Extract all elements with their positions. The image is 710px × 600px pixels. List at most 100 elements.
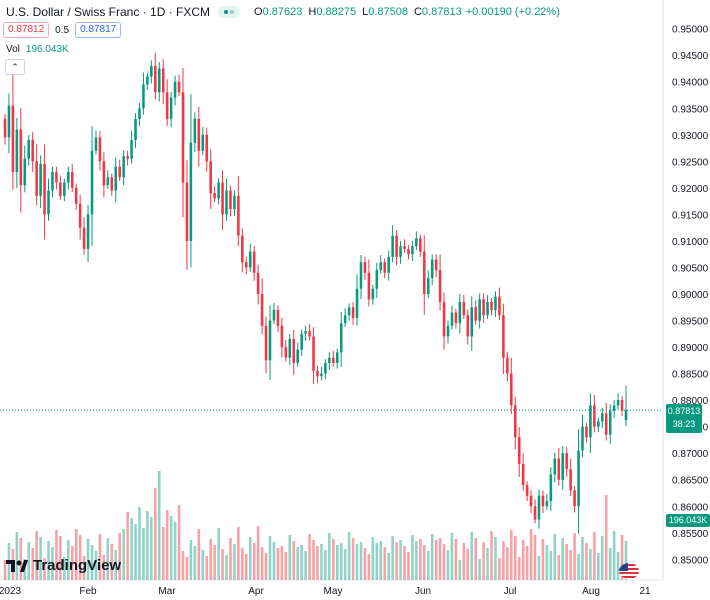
candle-body bbox=[304, 331, 307, 334]
candle-body bbox=[367, 272, 371, 300]
volume-bar bbox=[244, 554, 248, 580]
candle-body bbox=[506, 357, 509, 374]
candle-body bbox=[422, 251, 426, 294]
candle-body bbox=[383, 262, 387, 273]
volume-bar bbox=[339, 543, 343, 580]
volume-bar bbox=[157, 471, 161, 580]
volume-bar bbox=[134, 524, 137, 580]
eye-icon[interactable] bbox=[218, 6, 241, 18]
volume-bar bbox=[82, 556, 86, 580]
volume-bar bbox=[517, 557, 521, 580]
candle-body bbox=[229, 190, 232, 210]
candle-body bbox=[561, 453, 564, 480]
candle-body bbox=[296, 349, 299, 363]
candle-body bbox=[157, 68, 161, 93]
y-tick-label: 0.93000 bbox=[672, 131, 709, 142]
candle-body bbox=[403, 246, 406, 249]
candle-body bbox=[264, 325, 268, 361]
us-flag-icon[interactable] bbox=[619, 563, 639, 579]
volume-label[interactable]: Vol bbox=[6, 44, 20, 55]
low-value: 0.87508 bbox=[368, 6, 408, 18]
volume-bar bbox=[252, 543, 256, 580]
volume-bar bbox=[506, 547, 509, 580]
candle-body bbox=[482, 299, 485, 316]
volume-bar bbox=[241, 548, 244, 580]
y-tick-label: 0.85500 bbox=[672, 529, 709, 540]
volume-bar bbox=[419, 539, 422, 580]
candle-body bbox=[430, 259, 434, 279]
volume-bar bbox=[205, 556, 209, 580]
candle-body bbox=[292, 339, 296, 363]
candle-body bbox=[118, 166, 121, 178]
volume-bar bbox=[225, 555, 228, 580]
candle-body bbox=[624, 410, 628, 421]
candle-body bbox=[233, 195, 236, 210]
volume-bar bbox=[403, 546, 406, 580]
volume-bar bbox=[272, 542, 276, 580]
candle-body bbox=[525, 485, 529, 496]
candle-body bbox=[31, 140, 34, 162]
candle-body bbox=[577, 450, 580, 507]
candle-body bbox=[415, 238, 418, 247]
candle-body bbox=[498, 296, 501, 316]
candle-body bbox=[569, 469, 572, 491]
volume-bar bbox=[256, 526, 260, 580]
volume-bar bbox=[146, 511, 149, 580]
candle-body bbox=[82, 227, 86, 249]
volume-bar bbox=[454, 539, 458, 580]
y-tick-label: 0.85000 bbox=[672, 555, 709, 566]
candle-body bbox=[11, 105, 15, 172]
volume-bar bbox=[561, 538, 564, 580]
symbol-title[interactable]: U.S. Dollar / Swiss Franc · 1D · FXCM bbox=[6, 5, 211, 19]
volume-bar bbox=[51, 547, 54, 580]
volume-bar bbox=[35, 531, 38, 580]
y-tick-label: 0.88500 bbox=[672, 370, 709, 381]
candle-body bbox=[490, 301, 493, 310]
volume-bar bbox=[98, 534, 102, 580]
volume-bar bbox=[585, 543, 588, 580]
candle-body bbox=[51, 171, 54, 191]
volume-bar bbox=[624, 541, 628, 580]
sell-price-button[interactable]: 0.87812 bbox=[3, 22, 50, 38]
volume-bar bbox=[411, 535, 414, 580]
volume-bar bbox=[395, 542, 398, 580]
volume-bar bbox=[557, 555, 561, 580]
volume-bar bbox=[577, 554, 580, 580]
volume-bar bbox=[154, 488, 157, 580]
volume-bar bbox=[498, 558, 501, 580]
volume-bar bbox=[442, 544, 446, 580]
volume-bar bbox=[351, 538, 355, 580]
volume-bar bbox=[612, 531, 616, 580]
candle-body bbox=[70, 171, 74, 188]
volume-legend: Vol 196.043K bbox=[6, 44, 69, 55]
candle-body bbox=[375, 270, 379, 289]
x-tick-label: Feb bbox=[79, 586, 97, 597]
volume-bar bbox=[296, 547, 299, 580]
volume-bar bbox=[446, 550, 450, 580]
volume-bar bbox=[213, 545, 216, 580]
volume-bar bbox=[78, 535, 82, 580]
candle-body bbox=[138, 108, 141, 119]
volume-bar bbox=[304, 551, 307, 580]
candle-body bbox=[533, 506, 537, 520]
buy-price-button[interactable]: 0.87817 bbox=[75, 22, 122, 38]
volume-bar bbox=[363, 548, 367, 580]
volume-bar bbox=[438, 538, 442, 580]
y-tick-label: 0.90000 bbox=[672, 290, 709, 301]
volume-bar bbox=[15, 532, 19, 580]
tradingview-logo[interactable]: TradingView bbox=[6, 557, 121, 574]
candle-body bbox=[256, 272, 260, 294]
y-tick-label: 0.90500 bbox=[672, 263, 709, 274]
bar-countdown: 38:23 bbox=[672, 419, 696, 430]
chevron-up-icon[interactable]: ⌃ bbox=[5, 59, 25, 75]
high-label: H bbox=[308, 6, 317, 18]
trade-buttons: 0.87812 0.5 0.87817 bbox=[3, 22, 122, 38]
candle-body bbox=[312, 336, 315, 371]
candle-body bbox=[442, 301, 446, 337]
low-label: L bbox=[362, 6, 369, 18]
volume-bar bbox=[31, 548, 34, 580]
volume-bar bbox=[510, 530, 513, 580]
volume-bar bbox=[521, 540, 525, 580]
volume-bar bbox=[589, 549, 592, 580]
